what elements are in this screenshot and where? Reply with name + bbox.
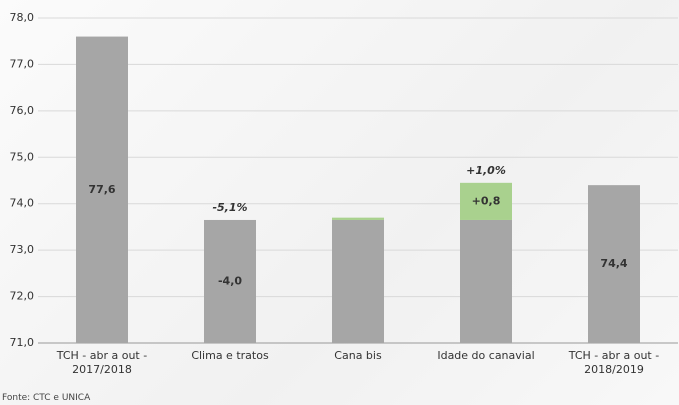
source-note: Fonte: CTC e UNICA bbox=[2, 393, 91, 403]
change-bar bbox=[204, 220, 256, 405]
y-tick-label: 75,0 bbox=[10, 150, 35, 163]
y-tick-label: 76,0 bbox=[10, 104, 35, 117]
change-bar bbox=[332, 217, 384, 220]
percent-label: +1,0% bbox=[466, 164, 506, 177]
percent-label: -5,1% bbox=[212, 201, 247, 214]
x-tick-label: Idade do canavial bbox=[437, 349, 535, 362]
value-label: +0,8 bbox=[472, 194, 501, 207]
x-tick-label: Clima e tratos bbox=[191, 349, 269, 362]
value-label: 74,4 bbox=[600, 257, 627, 270]
y-tick-label: 73,0 bbox=[10, 243, 35, 256]
change-bar bbox=[460, 182, 512, 220]
value-label: -4,0 bbox=[218, 274, 242, 287]
y-tick-label: 77,0 bbox=[10, 57, 35, 70]
bar bbox=[588, 185, 640, 343]
x-tick-label: TCH - abr a out - 2017/2018 bbox=[56, 349, 148, 376]
x-tick-label: TCH - abr a out - 2018/2019 bbox=[568, 349, 660, 376]
bar bbox=[204, 219, 256, 343]
y-tick-label: 74,0 bbox=[10, 197, 35, 210]
bar bbox=[332, 219, 384, 343]
value-label: 77,6 bbox=[88, 183, 115, 196]
y-tick-label: 78,0 bbox=[10, 11, 35, 24]
y-tick-label: 71,0 bbox=[10, 336, 35, 349]
y-tick-label: 72,0 bbox=[10, 290, 35, 303]
bar bbox=[460, 219, 512, 343]
bar bbox=[76, 36, 128, 343]
x-tick-label: Cana bis bbox=[334, 349, 382, 362]
